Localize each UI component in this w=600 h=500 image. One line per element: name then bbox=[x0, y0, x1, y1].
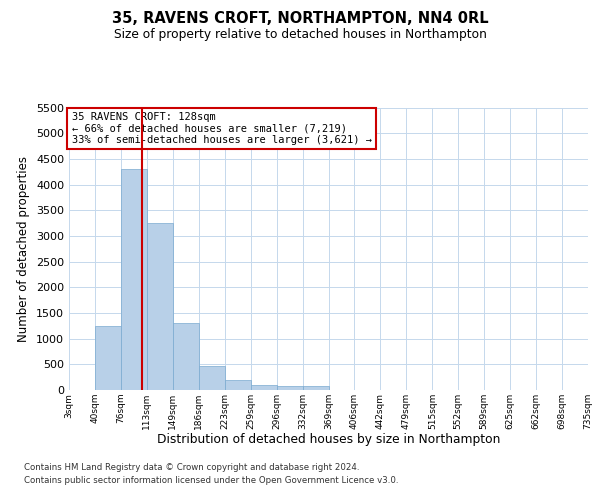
Bar bbox=[121, 169, 147, 390]
Text: 35 RAVENS CROFT: 128sqm
← 66% of detached houses are smaller (7,219)
33% of semi: 35 RAVENS CROFT: 128sqm ← 66% of detache… bbox=[71, 112, 371, 145]
Bar bbox=[147, 223, 173, 390]
Bar bbox=[173, 323, 199, 390]
Text: Size of property relative to detached houses in Northampton: Size of property relative to detached ho… bbox=[113, 28, 487, 41]
Bar bbox=[251, 385, 277, 390]
Text: Distribution of detached houses by size in Northampton: Distribution of detached houses by size … bbox=[157, 432, 500, 446]
Bar bbox=[225, 380, 251, 390]
Bar bbox=[95, 326, 121, 390]
Text: Contains public sector information licensed under the Open Government Licence v3: Contains public sector information licen… bbox=[24, 476, 398, 485]
Text: Contains HM Land Registry data © Crown copyright and database right 2024.: Contains HM Land Registry data © Crown c… bbox=[24, 462, 359, 471]
Bar bbox=[199, 366, 224, 390]
Text: 35, RAVENS CROFT, NORTHAMPTON, NN4 0RL: 35, RAVENS CROFT, NORTHAMPTON, NN4 0RL bbox=[112, 11, 488, 26]
Bar bbox=[302, 386, 329, 390]
Bar bbox=[277, 386, 302, 390]
Y-axis label: Number of detached properties: Number of detached properties bbox=[17, 156, 31, 342]
